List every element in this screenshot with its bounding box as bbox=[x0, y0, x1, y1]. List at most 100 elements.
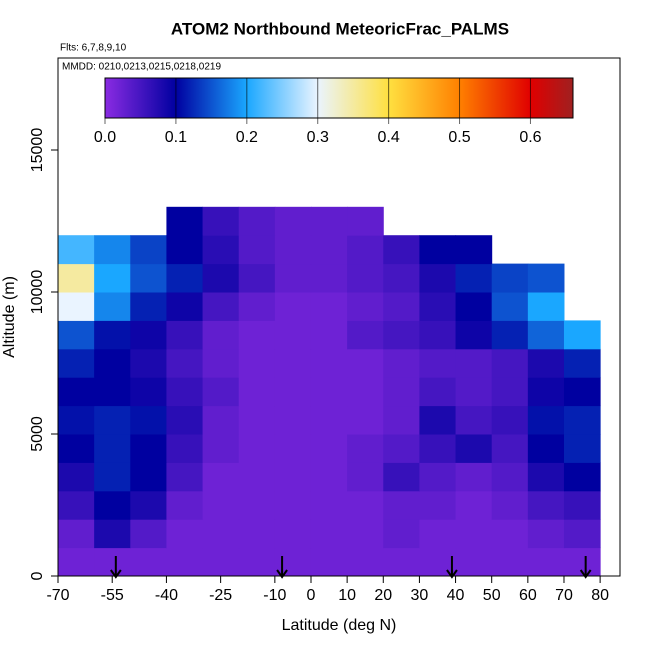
heat-cell bbox=[491, 292, 529, 321]
arrow-head bbox=[446, 569, 458, 579]
heat-cell bbox=[274, 434, 312, 463]
arrow bbox=[110, 556, 122, 579]
heat-cell bbox=[527, 490, 565, 520]
y-tick-label: 5000 bbox=[29, 416, 46, 452]
heat-cell bbox=[166, 320, 204, 350]
heat-cell bbox=[238, 434, 276, 463]
heat-cell bbox=[202, 206, 240, 236]
arrow bbox=[276, 556, 288, 579]
heat-cell bbox=[491, 405, 529, 435]
heat-cell bbox=[58, 434, 95, 463]
heat-cell bbox=[383, 235, 420, 265]
heat-cell bbox=[383, 434, 420, 463]
heat-cell bbox=[527, 434, 565, 463]
heat-cell bbox=[58, 490, 95, 520]
heat-cell bbox=[455, 519, 493, 549]
heat-cell bbox=[274, 405, 312, 435]
heat-cell bbox=[563, 320, 601, 350]
x-tick-label: 20 bbox=[374, 587, 392, 604]
arrow-head bbox=[579, 569, 592, 579]
heat-cell bbox=[58, 348, 95, 378]
heat-cell bbox=[238, 263, 276, 293]
heat-cell bbox=[347, 348, 384, 378]
x-tick-label: 30 bbox=[411, 587, 429, 604]
heat-cell bbox=[527, 519, 565, 549]
heat-cell bbox=[238, 348, 276, 378]
heat-cell bbox=[166, 405, 204, 435]
heat-cell bbox=[238, 490, 276, 520]
heat-cell bbox=[527, 462, 565, 492]
heat-cell bbox=[563, 490, 601, 520]
x-tick-label: 0 bbox=[307, 587, 316, 604]
heat-cell bbox=[419, 292, 457, 321]
heat-cell bbox=[383, 320, 420, 350]
heat-cell bbox=[383, 263, 420, 293]
heat-cell bbox=[347, 547, 384, 577]
heat-cell bbox=[527, 377, 565, 407]
heat-cell bbox=[563, 405, 601, 435]
heat-cell bbox=[274, 547, 312, 577]
chart-title: ATOM2 Northbound MeteoricFrac_PALMS bbox=[171, 19, 509, 38]
heat-cell bbox=[166, 434, 204, 463]
heat-cell bbox=[310, 235, 348, 265]
heat-cell bbox=[527, 320, 565, 350]
x-tick-label: 60 bbox=[519, 587, 537, 604]
heat-cell bbox=[419, 263, 457, 293]
heat-cell bbox=[455, 377, 493, 407]
heat-cell bbox=[130, 235, 167, 265]
heat-cell bbox=[130, 547, 167, 577]
heat-cell bbox=[202, 547, 240, 577]
heat-cell bbox=[202, 490, 240, 520]
heat-cell bbox=[238, 547, 276, 577]
heat-cell bbox=[419, 462, 457, 492]
heat-cell bbox=[94, 292, 131, 321]
heat-cell bbox=[563, 377, 601, 407]
chart-subtitle: Flts: 6,7,8,9,10 bbox=[60, 43, 127, 54]
heat-cell bbox=[347, 206, 384, 236]
heat-cell bbox=[58, 547, 95, 577]
heat-cell bbox=[383, 292, 420, 321]
heat-cell bbox=[130, 405, 167, 435]
heat-cell bbox=[94, 462, 131, 492]
heat-cell bbox=[383, 377, 420, 407]
heat-cell bbox=[310, 348, 348, 378]
heat-cell bbox=[94, 405, 131, 435]
y-axis-label: Altitude (m) bbox=[1, 276, 18, 358]
heat-cell bbox=[274, 235, 312, 265]
heat-cell bbox=[130, 263, 167, 293]
heat-cell bbox=[347, 490, 384, 520]
x-tick-label: 10 bbox=[338, 587, 356, 604]
heat-cell bbox=[238, 235, 276, 265]
heat-cell bbox=[563, 434, 601, 463]
heat-cell bbox=[166, 235, 204, 265]
heat-cell bbox=[419, 405, 457, 435]
heat-cell bbox=[130, 348, 167, 378]
heat-cell bbox=[202, 320, 240, 350]
heat-cell bbox=[202, 348, 240, 378]
heat-cell bbox=[238, 292, 276, 321]
heat-cell bbox=[455, 462, 493, 492]
heat-cell bbox=[238, 320, 276, 350]
heat-cell bbox=[130, 434, 167, 463]
heat-cell bbox=[347, 320, 384, 350]
heat-cell bbox=[130, 377, 167, 407]
heat-cell bbox=[383, 519, 420, 549]
y-tick-label: 10000 bbox=[29, 270, 46, 315]
x-axis-label: Latitude (deg N) bbox=[282, 617, 397, 634]
heat-cell bbox=[310, 490, 348, 520]
heat-cell bbox=[455, 547, 493, 577]
x-tick-label: 80 bbox=[591, 587, 609, 604]
heat-cell bbox=[347, 292, 384, 321]
heat-cell bbox=[202, 434, 240, 463]
heat-cell bbox=[310, 320, 348, 350]
heat-cell bbox=[166, 263, 204, 293]
heat-cell bbox=[166, 377, 204, 407]
heat-cell bbox=[130, 519, 167, 549]
colorbar-tick-label: 0.5 bbox=[448, 129, 470, 146]
heat-cell bbox=[202, 405, 240, 435]
heat-cell bbox=[310, 547, 348, 577]
heat-cell bbox=[130, 292, 167, 321]
heat-cell bbox=[563, 519, 601, 549]
